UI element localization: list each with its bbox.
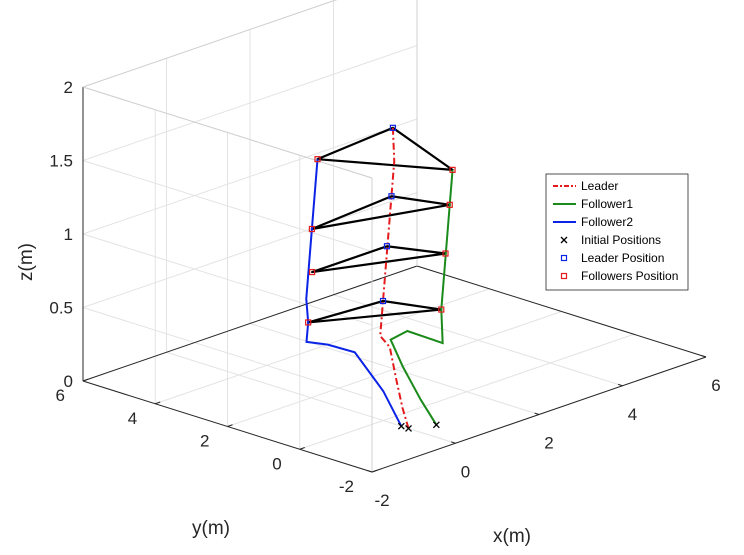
- follower-position-marker: [449, 166, 456, 173]
- follower-position-marker: [308, 225, 315, 233]
- z-tick-label: 2: [64, 78, 73, 97]
- legend-label: Follower2: [581, 215, 633, 229]
- follower-position-marker: [305, 319, 312, 326]
- leader-position-marker: [388, 193, 395, 200]
- legend-box: [545, 173, 689, 291]
- formation-triangle: [316, 126, 454, 171]
- leader-position-marker: [389, 124, 396, 131]
- x-tick-label: -2: [374, 491, 389, 510]
- follower-position-marker: [438, 306, 445, 313]
- follower-position-marker: [446, 201, 453, 208]
- axes-box: [82, 0, 707, 473]
- box-edge: [82, 265, 418, 382]
- leader-position-marker: [379, 297, 387, 305]
- series-leader-line: [379, 127, 410, 429]
- x-tick-label: 0: [461, 462, 470, 481]
- box-edge: [82, 86, 373, 179]
- series-layer: [305, 124, 456, 432]
- y-tick-mark: [227, 424, 233, 427]
- formation-triangle: [311, 245, 447, 274]
- legend-label: Follower1: [581, 197, 633, 211]
- y-tick-label: -2: [339, 477, 354, 496]
- z-tick-label: 1: [64, 225, 73, 244]
- follower-position-marker: [314, 156, 321, 163]
- grid-line-wall-xz: [82, 192, 418, 308]
- x-tick-mark: [451, 441, 456, 444]
- y-tick-label: 0: [272, 454, 281, 473]
- x-tick-label: 4: [628, 405, 637, 424]
- y-tick-mark: [155, 401, 161, 405]
- grid-line-wall-xz: [82, 45, 418, 161]
- x-tick-mark: [367, 470, 373, 473]
- follower-position-marker: [309, 268, 316, 276]
- x-tick-mark: [618, 383, 623, 387]
- grid-line-floor-y: [299, 333, 634, 450]
- y-tick-mark: [371, 469, 378, 473]
- box-edge: [416, 265, 707, 358]
- x-tick-label: 6: [711, 376, 720, 395]
- x-tick-label: 2: [544, 434, 553, 453]
- legend-label: Followers Position: [581, 269, 678, 283]
- grid-line-wall-xz: [82, 118, 418, 235]
- initial-position-marker: [432, 421, 440, 429]
- formation-triangle: [310, 195, 451, 231]
- y-tick-label: 6: [56, 386, 65, 405]
- legend-swatch: [560, 254, 568, 262]
- grid-line-wall-yz: [82, 160, 373, 252]
- formation-triangle: [307, 299, 443, 324]
- z-tick-label: 1.5: [49, 152, 73, 171]
- y-tick-label: 4: [128, 409, 137, 428]
- grid-line-wall-yz: [82, 307, 373, 399]
- y-tick-mark: [299, 447, 305, 450]
- y-axis-label: y(m): [192, 518, 230, 539]
- initial-position-marker: [405, 425, 412, 432]
- series-follower1-line: [389, 169, 454, 426]
- legend-swatch: [560, 272, 568, 280]
- y-tick-mark: [82, 378, 89, 382]
- legend-label: Initial Positions: [581, 233, 661, 247]
- z-tick-label: 0.5: [49, 299, 73, 318]
- x-axis-label: x(m): [493, 526, 531, 547]
- x-tick-mark: [701, 355, 707, 358]
- z-axis-label: z(m): [16, 243, 37, 281]
- legend-swatch: [560, 236, 568, 244]
- z-tick-label: 0: [64, 372, 73, 391]
- leader-position-marker: [383, 243, 391, 250]
- legend-label: Leader: [581, 179, 618, 193]
- legend-label: Leader Position: [581, 251, 664, 265]
- y-tick-label: 2: [200, 432, 209, 451]
- x-tick-mark: [534, 412, 540, 415]
- box-edge: [82, 0, 338, 88]
- initial-position-marker: [397, 422, 405, 430]
- legend: Leader Follower1 Follower2 Initial Position…: [545, 173, 689, 291]
- grid-line-wall-yz: [82, 233, 373, 326]
- series-follower2-line: [305, 159, 403, 427]
- follower-position-marker: [442, 250, 449, 257]
